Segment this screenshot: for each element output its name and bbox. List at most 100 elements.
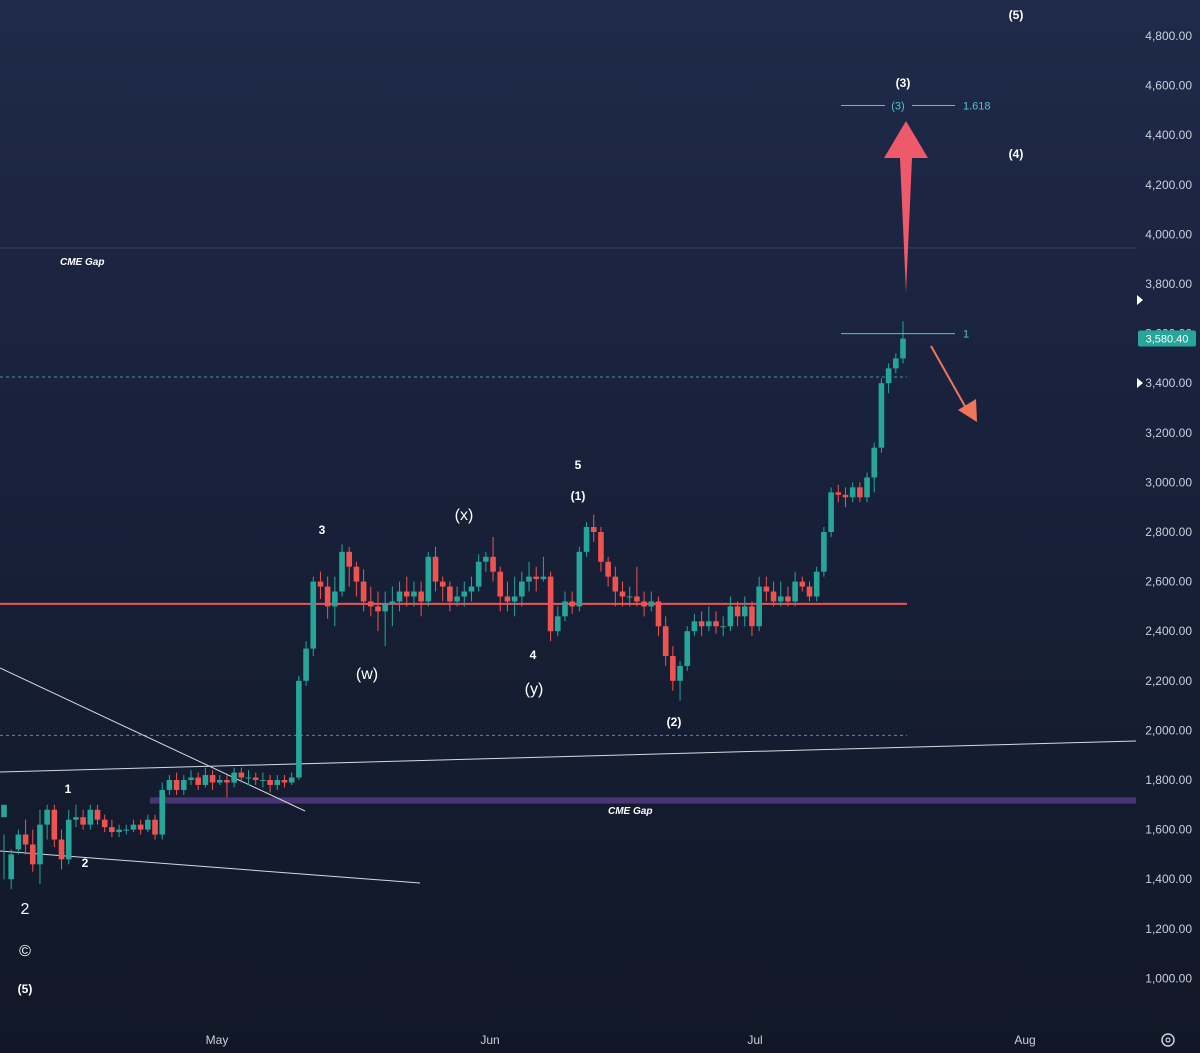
candle [598, 527, 604, 572]
candle [655, 596, 662, 637]
y-axis[interactable]: 1,000.00 1,200.00 1,400.00 1,600.00 1,800.00… [1145, 29, 1192, 985]
candle-body [871, 447, 878, 478]
candle [454, 586, 460, 607]
candle-body [173, 780, 180, 790]
candle [590, 514, 597, 542]
wave-label: (5) [1009, 8, 1024, 22]
candle [562, 591, 568, 622]
candle [569, 591, 575, 614]
candle [835, 484, 842, 503]
candle-body [713, 621, 719, 627]
candle-body [864, 477, 870, 498]
candle [432, 546, 439, 592]
candle-body [195, 777, 201, 785]
candle-body [590, 527, 597, 532]
candle [216, 775, 223, 785]
candle [396, 581, 403, 612]
candle-body [533, 576, 540, 580]
candle-body [569, 601, 575, 607]
candle [749, 601, 755, 637]
candle [51, 804, 58, 847]
candle [612, 566, 619, 607]
candle-body [418, 591, 424, 602]
cme-gap-layer: CME Gap CME Gap [60, 257, 1136, 817]
candle [878, 378, 885, 453]
down-arrow-head [958, 399, 977, 422]
candle-body [51, 809, 58, 840]
candle [540, 556, 547, 582]
candle-body [403, 591, 410, 597]
candle [418, 581, 424, 617]
candle [360, 569, 367, 612]
candle-body [741, 606, 748, 617]
candle-body [842, 494, 849, 498]
candle [367, 586, 374, 617]
candles-layer [1, 321, 906, 890]
candle-body [835, 492, 842, 495]
candle-body [137, 824, 144, 830]
candle [116, 824, 122, 838]
candle [439, 576, 446, 602]
candle-body [231, 772, 237, 783]
current-price-label: 3,580.40 [1146, 333, 1189, 345]
up-arrow-shaft [900, 158, 912, 293]
candle-body [821, 532, 827, 572]
candle [65, 809, 72, 865]
y-tick-label: 3,000.00 [1145, 475, 1192, 489]
wave-label: (5) [18, 982, 33, 996]
cme-gap-label: CME Gap [60, 257, 104, 268]
candle [849, 482, 856, 503]
current-price-badge [1138, 330, 1196, 347]
candle-body [511, 596, 518, 602]
candle [15, 829, 22, 855]
candle-body [770, 591, 777, 602]
wave-label: (1) [571, 489, 586, 503]
candle [792, 571, 798, 607]
candle-body [454, 596, 460, 602]
wave-label: 2 [21, 901, 30, 918]
candle [296, 675, 302, 780]
candle [900, 321, 906, 364]
y-tick-label: 1,400.00 [1145, 872, 1192, 886]
candle-body [130, 824, 137, 830]
candle-body [94, 809, 101, 820]
candle-body [490, 556, 496, 572]
candle [662, 616, 669, 666]
candle [202, 767, 209, 788]
y-tick-label: 1,800.00 [1145, 773, 1192, 787]
candle-body [857, 487, 863, 498]
candle-body [389, 601, 396, 604]
candle [519, 571, 525, 607]
candle [109, 819, 115, 838]
y-tick-label: 1,000.00 [1145, 971, 1192, 985]
candle-body [216, 780, 223, 783]
candle-body [382, 603, 388, 612]
candle-body [87, 809, 94, 825]
candle-body [65, 819, 72, 860]
candle-body [296, 680, 302, 778]
candle-body [188, 777, 194, 780]
candle-body [483, 556, 489, 562]
wave-labels-layer: (5) (3) (4) 3 (x) 5 (1) (w) 4 (y) (2) 1 2 2 © (5) [18, 8, 1024, 996]
candle [274, 775, 281, 790]
candle-body [648, 601, 655, 607]
cme-gap-label: CME Gap [608, 806, 652, 817]
x-axis[interactable]: May Jun Jul Aug [206, 1033, 1036, 1047]
candle [626, 586, 633, 607]
y-tick-label: 2,200.00 [1145, 674, 1192, 688]
candle-body [885, 368, 892, 384]
candle [691, 613, 698, 637]
wave-label: (4) [1009, 147, 1024, 161]
candle-body [526, 576, 532, 582]
candle [152, 814, 158, 840]
candle-body [15, 834, 22, 850]
candle-body [670, 656, 676, 681]
candle [670, 646, 676, 691]
chart-controls[interactable]: 3,580.40 [1137, 295, 1196, 1047]
candle [583, 522, 590, 557]
y-tick-label: 3,400.00 [1145, 376, 1192, 390]
up-arrow-head [884, 121, 928, 158]
candle [130, 819, 137, 833]
candle-body [310, 581, 317, 649]
